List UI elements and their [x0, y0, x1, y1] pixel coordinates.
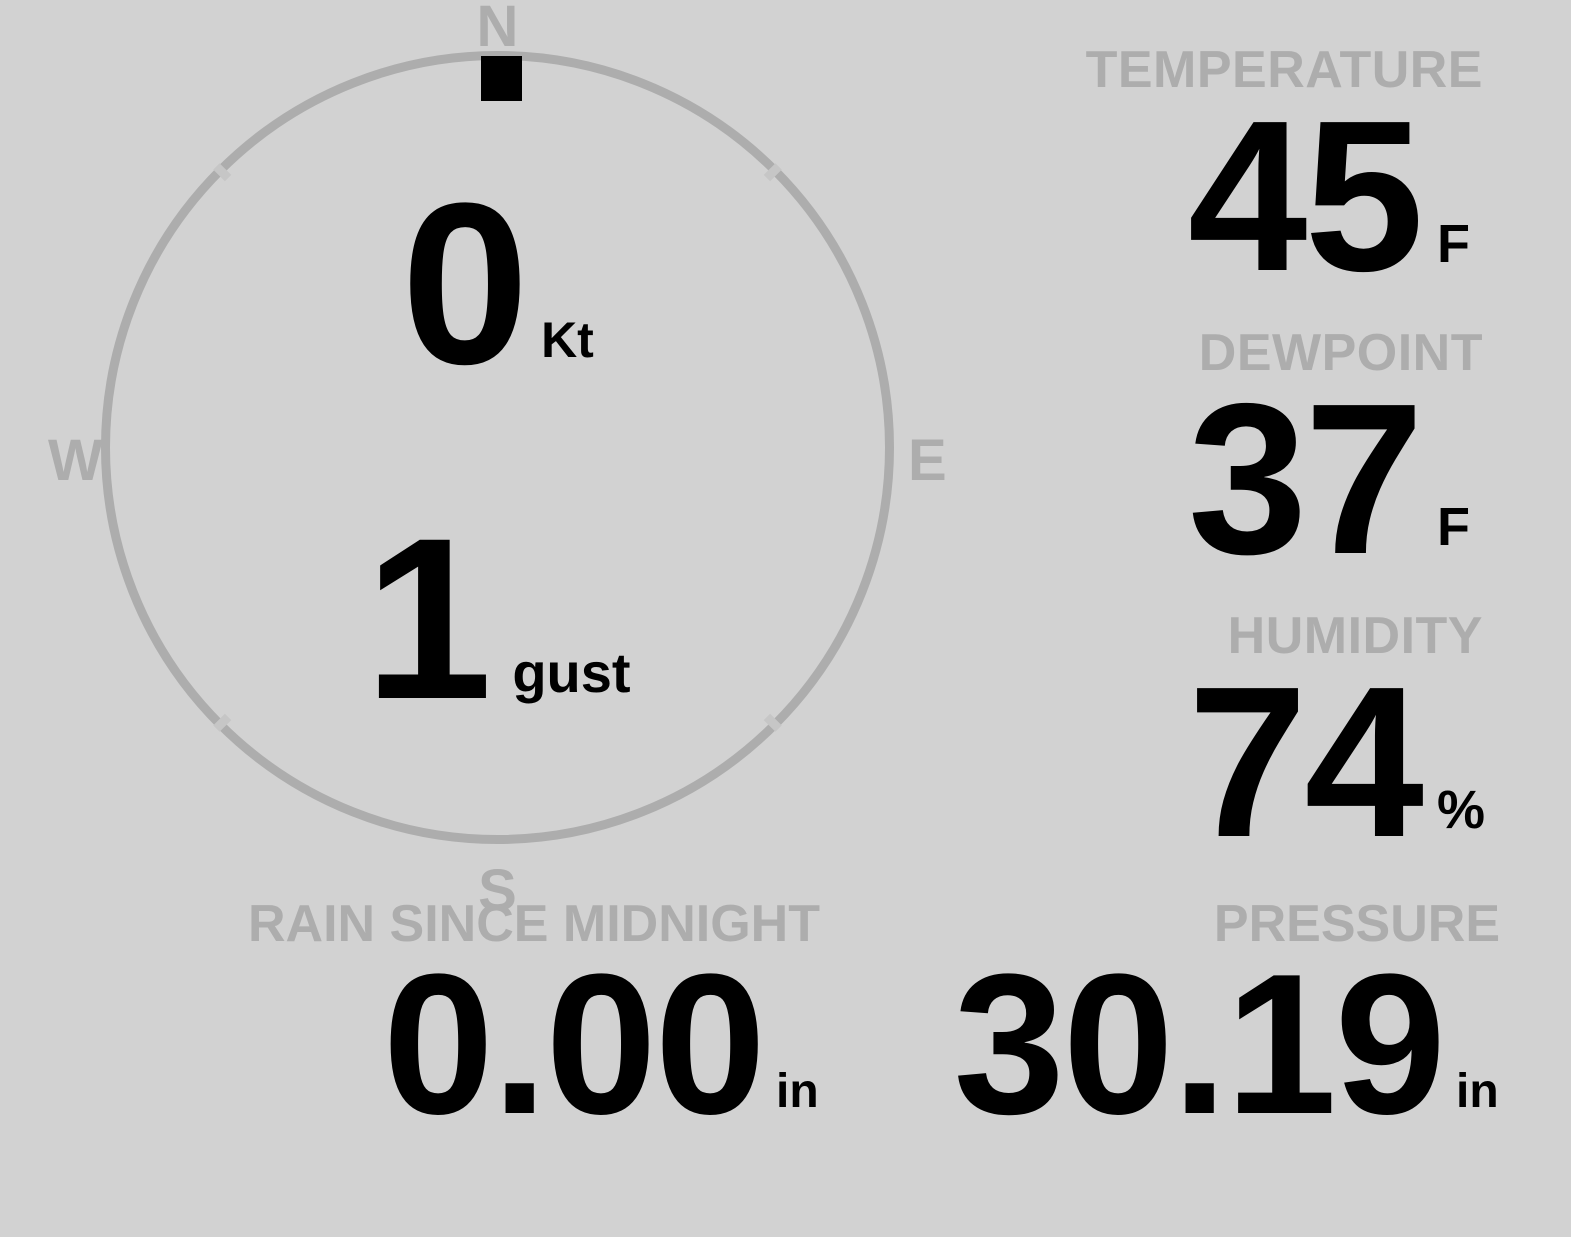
rain-unit: in [776, 1065, 819, 1118]
humidity-value: 74 [1187, 641, 1424, 882]
humidity-label: HUMIDITY [1227, 607, 1483, 665]
wind-compass-panel: N E S W 0 Kt 1 gust [0, 0, 1000, 920]
pressure-unit: in [1456, 1065, 1499, 1118]
rain-value: 0.00 [382, 933, 766, 1156]
dewpoint-value: 37 [1187, 358, 1424, 599]
temperature-readout: TEMPERATURE 45 F [863, 41, 1483, 316]
wind-gust-value: 1 [364, 490, 492, 747]
pressure-readout: PRESSURE 30.19 in [820, 895, 1501, 1156]
rain-label: RAIN SINCE MIDNIGHT [248, 895, 820, 953]
compass-label-west: W [48, 428, 103, 493]
pressure-value-row: 30.19 in [820, 933, 1500, 1156]
pressure-label: PRESSURE [1213, 895, 1500, 953]
wind-direction-marker-icon [481, 56, 522, 101]
wind-gust-readout: 1 gust [0, 490, 995, 747]
wind-speed-value: 0 [401, 155, 529, 412]
compass-label-south: S [478, 858, 517, 923]
pressure-value: 30.19 [953, 933, 1446, 1156]
compass-label-east: E [908, 428, 947, 493]
wind-speed-unit: Kt [541, 312, 594, 368]
temperature-label: TEMPERATURE [1085, 41, 1483, 99]
wind-speed-readout: 0 Kt [0, 155, 995, 412]
dewpoint-value-row: 37 F [863, 358, 1483, 599]
dewpoint-unit: F [1437, 497, 1470, 557]
humidity-unit: % [1437, 780, 1486, 840]
temperature-value-row: 45 F [863, 75, 1483, 316]
compass-label-north: N [476, 0, 519, 59]
compass-dial [100, 50, 895, 845]
temperature-unit: F [1437, 214, 1470, 274]
rain-value-row: 0.00 in [120, 933, 820, 1156]
temperature-value: 45 [1187, 75, 1424, 316]
humidity-readout: HUMIDITY 74 % [863, 607, 1486, 882]
dewpoint-readout: DEWPOINT 37 F [863, 324, 1483, 599]
dewpoint-label: DEWPOINT [1198, 324, 1483, 382]
wind-gust-unit: gust [512, 641, 631, 704]
humidity-value-row: 74 % [863, 641, 1486, 882]
rain-since-midnight-readout: RAIN SINCE MIDNIGHT 0.00 in [120, 895, 820, 1156]
